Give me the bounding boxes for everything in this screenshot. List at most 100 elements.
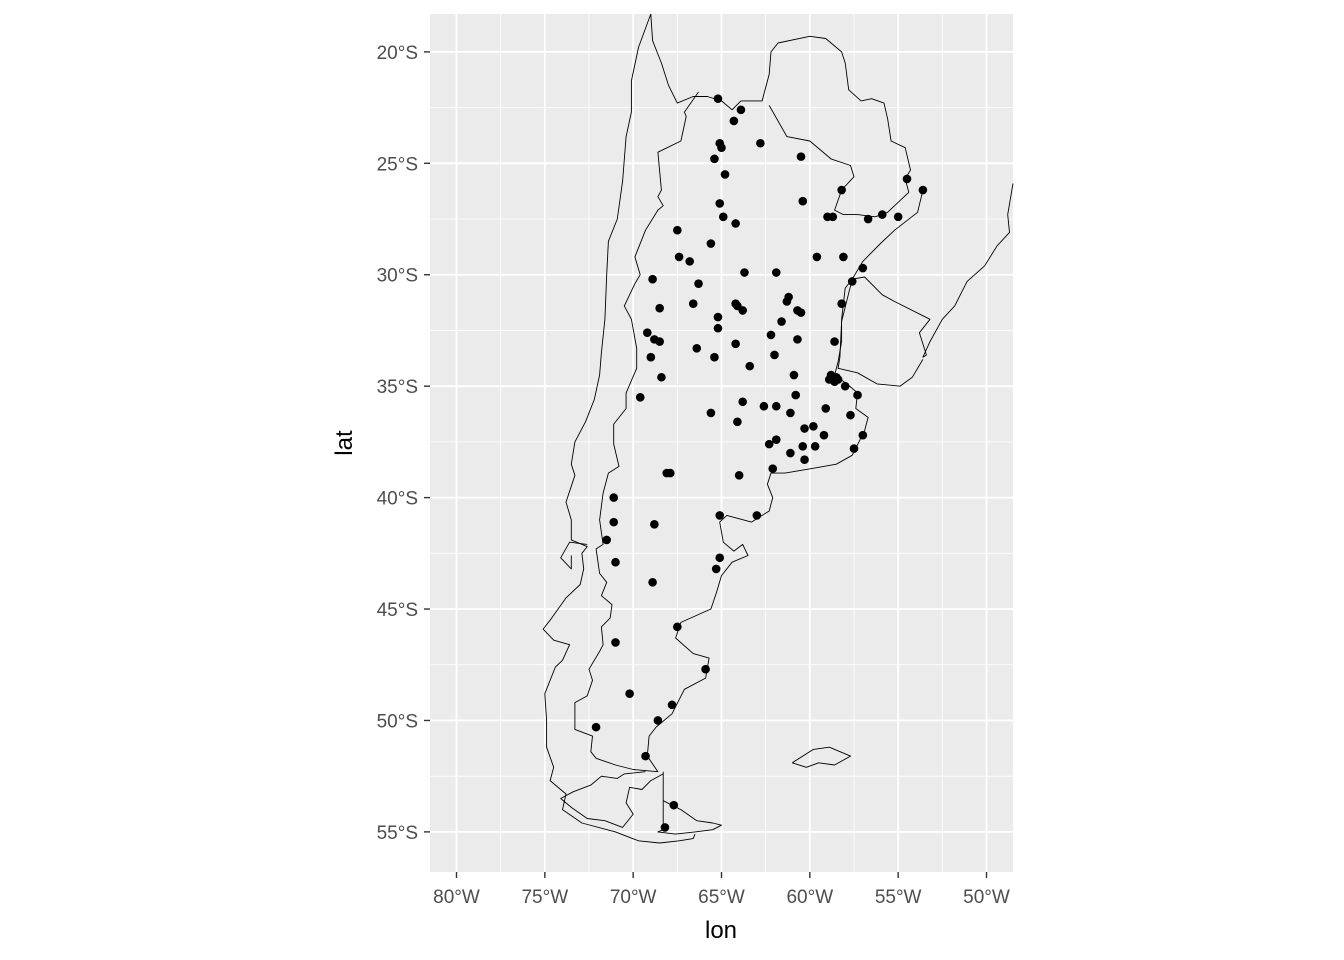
station-point [796,152,806,161]
station-point [713,323,723,333]
station-point [837,185,846,195]
station-point [673,225,682,235]
y-axis: 20°S 25°S 30°S 35°S 40°S 45°S 50°S 55°S [377,43,430,844]
station-point [745,361,755,371]
station-point [635,393,645,402]
station-point [653,716,663,725]
station-point [665,468,675,478]
station-point [798,196,808,206]
station-point [685,257,694,266]
station-point [715,199,725,208]
x-tick-label: 75°W [521,887,568,908]
station-point [837,299,846,309]
station-points [591,94,928,832]
station-point [768,464,778,473]
border-line [560,541,588,570]
station-point [692,343,702,353]
station-point [648,274,657,284]
station-point [694,279,703,288]
station-point [731,339,740,349]
station-point [833,375,843,384]
station-point [770,350,779,360]
station-point [655,337,664,346]
station-point [858,263,868,273]
station-point [673,622,682,632]
station-point [766,330,776,340]
border-line [560,771,664,828]
station-point [819,430,829,440]
station-point [715,553,725,563]
station-point [759,401,769,411]
station-point [847,277,857,286]
station-point [729,116,739,126]
station-point [713,94,723,103]
station-point [611,638,620,647]
station-point [711,564,721,574]
y-axis-title: lat [331,430,358,456]
station-point [756,138,765,148]
station-point [800,455,809,465]
station-point [611,557,620,567]
x-tick-label: 70°W [610,887,657,908]
station-point [846,410,855,420]
station-point [812,252,822,262]
station-point [752,511,762,520]
station-point [667,700,677,710]
station-point [717,143,726,153]
station-point [789,370,799,380]
station-point [706,239,716,248]
station-point [902,174,912,184]
station-point [733,417,742,427]
station-point [821,404,831,413]
x-tick-label: 65°W [698,887,745,908]
station-point [701,664,710,674]
station-point [918,185,928,195]
station-point [738,306,747,315]
y-tick-label: 20°S [377,43,418,64]
station-point [893,212,903,222]
station-point [736,105,746,115]
y-tick-label: 30°S [377,266,418,287]
station-point [720,170,730,179]
station-point [650,520,659,529]
station-point [669,800,679,810]
station-point [798,442,808,451]
station-point [840,381,850,391]
station-point [853,390,862,400]
border-line [791,746,851,768]
station-point [625,689,634,699]
x-tick-label: 60°W [786,887,833,908]
station-point [791,390,800,400]
station-point [877,210,887,219]
station-point [796,308,806,317]
station-point [828,212,838,222]
station-point [786,448,795,458]
border-line [657,771,722,835]
station-point [710,352,719,362]
gridlines [430,14,1013,872]
x-tick-label: 80°W [433,887,480,908]
station-point [641,751,650,761]
station-point [715,511,725,520]
station-point [777,317,786,326]
x-tick-label: 50°W [963,887,1010,908]
border-line [542,13,696,844]
station-point [839,252,848,262]
x-axis-title: lon [705,917,737,944]
station-point [718,212,728,222]
station-point [809,421,818,431]
x-tick-label: 55°W [875,887,922,908]
station-point [655,303,664,313]
border-line [837,279,924,387]
station-point [810,442,820,451]
station-point [602,535,611,545]
station-point [646,352,656,362]
station-point [830,337,839,346]
station-point [740,268,749,277]
y-tick-label: 25°S [377,154,418,175]
station-point [591,722,601,732]
border-line [852,183,1014,358]
station-point [710,154,719,164]
station-point [713,312,723,322]
